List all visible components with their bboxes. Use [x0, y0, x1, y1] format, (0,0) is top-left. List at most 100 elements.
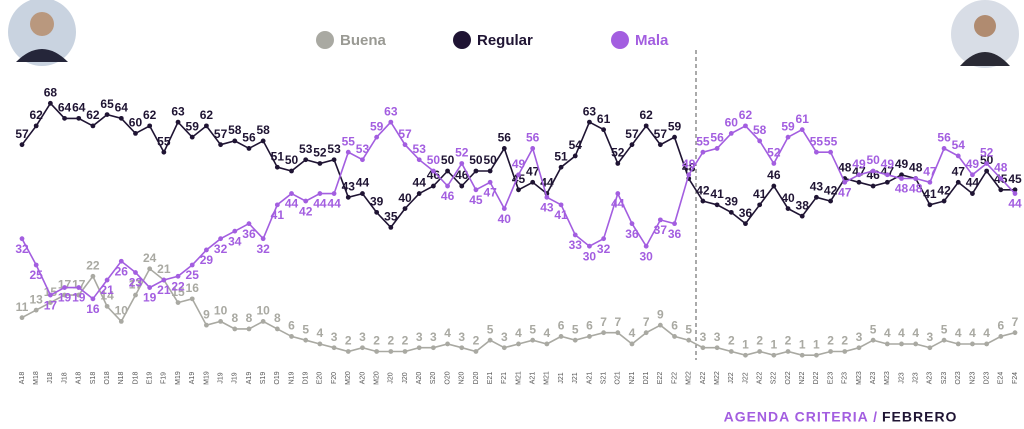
- data-point: [657, 322, 663, 328]
- x-tick-label: A19: [189, 372, 196, 385]
- data-label: 57: [398, 127, 412, 141]
- data-point: [544, 341, 550, 347]
- data-point: [430, 345, 436, 351]
- data-label: 47: [838, 185, 852, 199]
- x-tick-label: A20: [416, 372, 423, 385]
- data-label: 13: [30, 292, 44, 306]
- data-label: 3: [430, 330, 437, 344]
- data-label: 2: [841, 334, 848, 348]
- data-point: [374, 209, 380, 215]
- data-label: 3: [458, 330, 465, 344]
- data-point: [516, 172, 521, 178]
- data-label: 56: [498, 131, 512, 145]
- data-point: [799, 127, 805, 133]
- data-point: [118, 258, 124, 264]
- data-label: 42: [299, 204, 313, 218]
- x-tick-label: O19: [274, 371, 281, 384]
- data-point: [161, 149, 167, 155]
- data-label: 6: [288, 319, 295, 333]
- x-tick-label: F20: [331, 372, 338, 384]
- x-tick-label: A22: [757, 372, 764, 385]
- x-tick-label: E24: [998, 372, 1005, 385]
- data-label: 44: [966, 176, 980, 190]
- data-point: [657, 217, 663, 223]
- data-point: [530, 179, 536, 185]
- data-point: [487, 168, 493, 174]
- data-point: [771, 352, 777, 358]
- x-tick-label: A18: [19, 372, 26, 385]
- data-point: [998, 334, 1004, 339]
- x-tick-label: J21: [572, 372, 579, 383]
- data-label: 41: [271, 208, 285, 222]
- data-point: [955, 153, 961, 159]
- x-tick-label: M20: [373, 371, 380, 385]
- data-label: 56: [242, 131, 256, 145]
- data-point: [62, 115, 67, 121]
- data-point: [303, 337, 309, 343]
- data-point: [104, 277, 110, 283]
- data-point: [657, 142, 663, 148]
- data-label: 3: [501, 330, 508, 344]
- data-point: [133, 131, 138, 136]
- data-label: 2: [402, 334, 409, 348]
- data-point: [374, 134, 380, 140]
- data-label: 8: [231, 311, 238, 325]
- x-tick-label: N18: [118, 371, 125, 384]
- data-point: [402, 206, 408, 212]
- data-point: [743, 123, 748, 129]
- data-point: [402, 349, 408, 354]
- data-label: 32: [214, 242, 228, 256]
- data-point: [104, 112, 110, 117]
- x-tick-label: M23: [884, 371, 891, 385]
- data-point: [601, 330, 607, 336]
- data-point: [33, 262, 39, 268]
- data-label: 10: [256, 304, 270, 318]
- data-label: 48: [909, 182, 923, 196]
- data-point: [246, 221, 252, 227]
- data-point: [189, 296, 195, 302]
- data-label: 57: [625, 127, 639, 141]
- data-label: 49: [852, 157, 866, 171]
- data-label: 36: [668, 227, 682, 241]
- data-label: 30: [639, 249, 653, 263]
- data-point: [955, 179, 961, 185]
- data-point: [899, 176, 904, 181]
- data-point: [544, 194, 550, 200]
- data-label: 50: [285, 153, 299, 167]
- data-point: [516, 187, 521, 193]
- data-label: 26: [115, 264, 129, 278]
- data-point: [317, 341, 323, 347]
- data-point: [870, 337, 876, 343]
- data-point: [118, 319, 124, 324]
- data-label: 52: [313, 146, 327, 160]
- data-point: [899, 172, 904, 178]
- data-label: 53: [413, 142, 427, 156]
- data-label: 68: [44, 85, 58, 99]
- data-point: [530, 146, 536, 151]
- data-point: [331, 191, 337, 196]
- data-label: 49: [966, 157, 980, 171]
- data-label: 21: [157, 283, 171, 297]
- data-label: 21: [157, 262, 171, 276]
- data-point: [90, 273, 96, 279]
- data-label: 2: [827, 334, 834, 348]
- data-point: [374, 349, 380, 354]
- x-tick-label: E21: [487, 372, 494, 385]
- data-label: 7: [1012, 315, 1019, 329]
- legend: Buena Regular Mala: [316, 31, 669, 49]
- data-label: 3: [700, 330, 707, 344]
- x-tick-label: J19: [217, 372, 224, 383]
- data-point: [629, 221, 635, 227]
- data-point: [147, 266, 153, 272]
- data-point: [941, 198, 947, 204]
- data-point: [487, 179, 493, 185]
- data-point: [814, 352, 819, 358]
- data-point: [204, 123, 209, 129]
- data-point: [147, 123, 153, 129]
- data-point: [572, 337, 578, 343]
- data-label: 1: [799, 337, 806, 351]
- data-label: 22: [86, 258, 100, 272]
- data-label: 32: [15, 242, 29, 256]
- data-label: 62: [143, 108, 157, 122]
- data-label: 1: [742, 337, 749, 351]
